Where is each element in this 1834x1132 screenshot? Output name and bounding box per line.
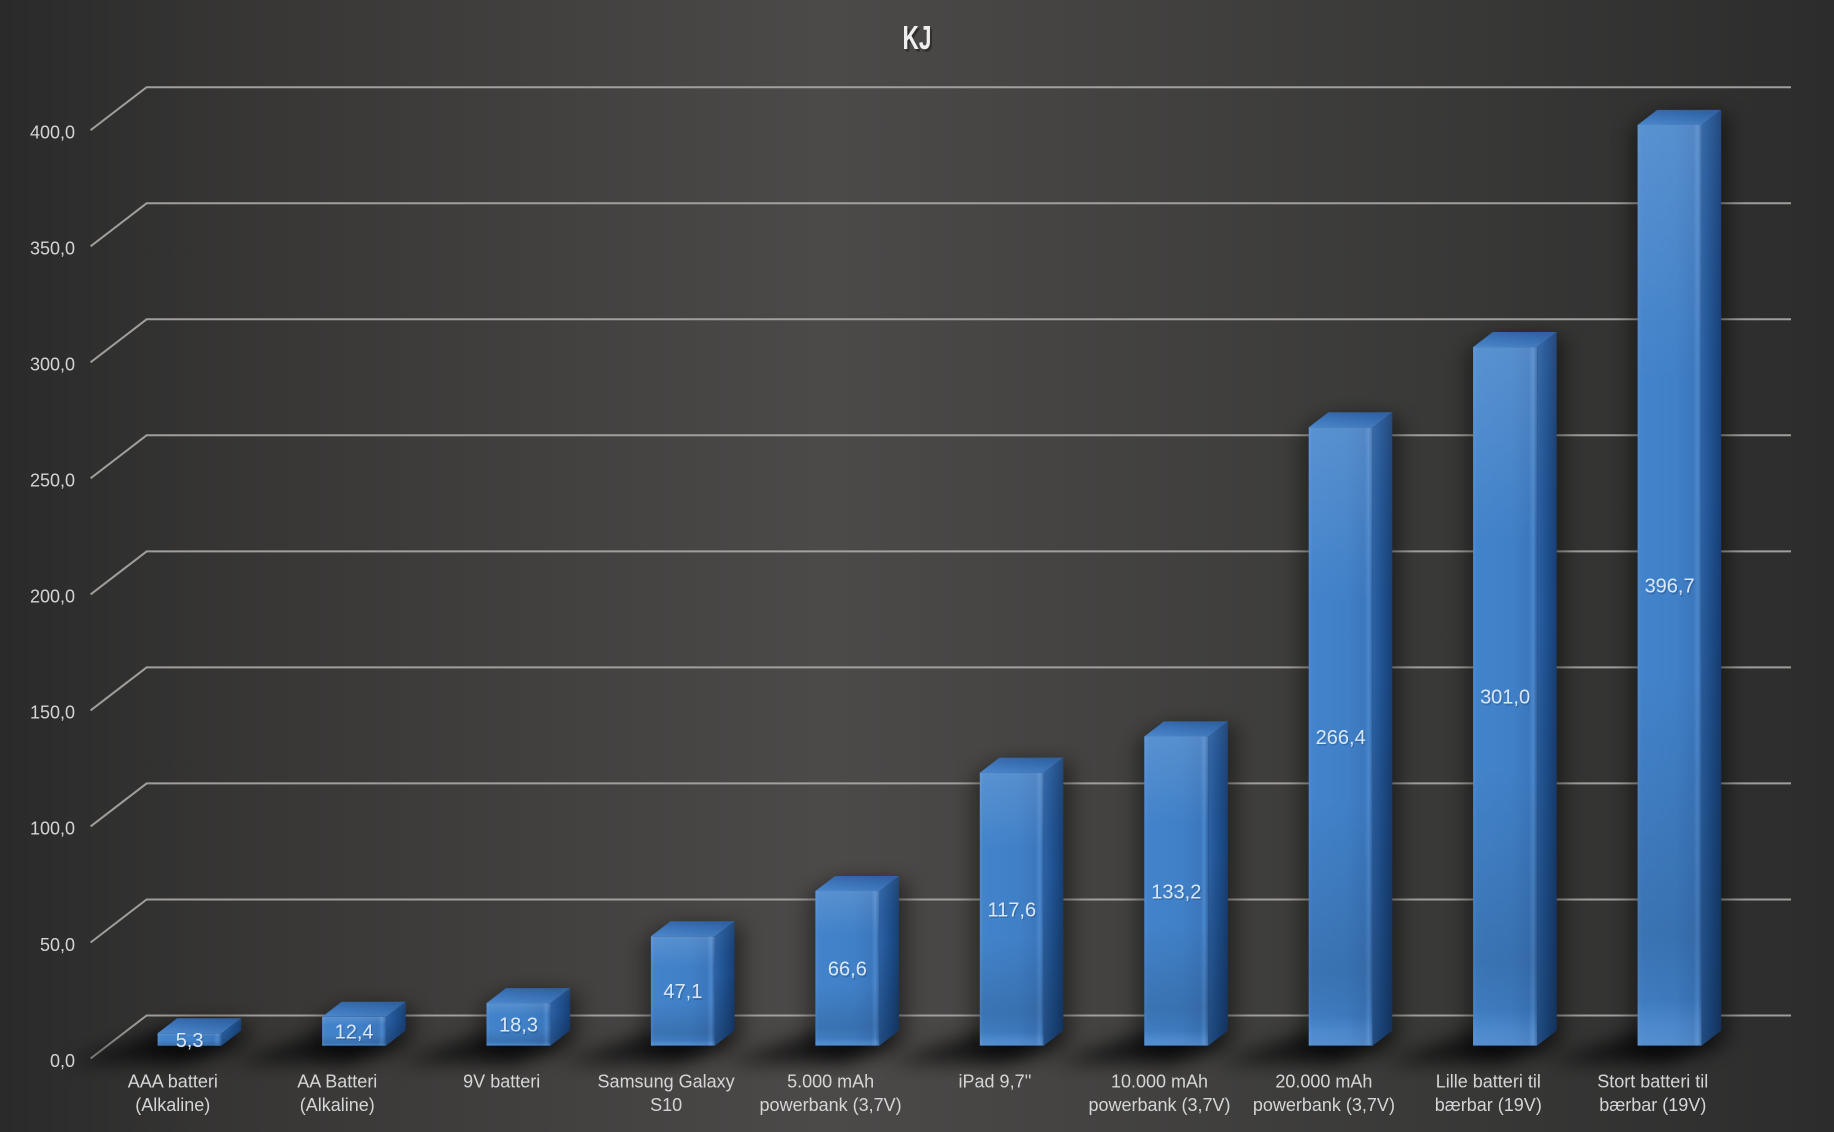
svg-text:47,1: 47,1	[665, 983, 704, 1005]
svg-text:266,4: 266,4	[1317, 729, 1367, 751]
svg-text:Stort batteri til: Stort batteri til	[1597, 1072, 1708, 1092]
svg-text:133,2: 133,2	[1152, 883, 1202, 905]
svg-text:200,0: 200,0	[30, 587, 75, 607]
svg-text:300,0: 300,0	[30, 355, 75, 375]
svg-text:100,0: 100,0	[30, 819, 75, 839]
svg-text:250,0: 250,0	[30, 471, 75, 491]
svg-text:bærbar (19V): bærbar (19V)	[1599, 1095, 1706, 1115]
svg-text:powerbank (3,7V): powerbank (3,7V)	[1088, 1095, 1230, 1115]
svg-text:350,0: 350,0	[30, 239, 75, 259]
svg-text:9V batteri: 9V batteri	[463, 1072, 540, 1092]
svg-text:117,6: 117,6	[989, 901, 1038, 923]
svg-text:AA Batteri: AA Batteri	[297, 1072, 377, 1092]
svg-text:S10: S10	[650, 1095, 682, 1115]
svg-text:133,2: 133,2	[1151, 881, 1201, 903]
svg-text:150,0: 150,0	[30, 703, 75, 723]
svg-text:396,7: 396,7	[1646, 577, 1696, 599]
svg-text:AAA batteri: AAA batteri	[128, 1072, 218, 1092]
svg-text:KJ: KJ	[905, 22, 934, 59]
svg-text:(Alkaline): (Alkaline)	[300, 1095, 375, 1115]
svg-text:266,4: 266,4	[1316, 727, 1366, 749]
svg-text:powerbank (3,7V): powerbank (3,7V)	[760, 1095, 902, 1115]
svg-text:301,0: 301,0	[1480, 687, 1530, 709]
svg-text:301,0: 301,0	[1481, 688, 1531, 710]
svg-text:0,0: 0,0	[50, 1051, 75, 1071]
svg-text:10.000 mAh: 10.000 mAh	[1111, 1072, 1208, 1092]
svg-text:12,4: 12,4	[335, 1022, 374, 1044]
svg-text:iPad 9,7'': iPad 9,7''	[959, 1072, 1032, 1092]
svg-text:5,3: 5,3	[176, 1030, 204, 1052]
svg-text:bærbar (19V): bærbar (19V)	[1435, 1095, 1542, 1115]
svg-text:66,6: 66,6	[828, 959, 867, 981]
svg-text:18,3: 18,3	[499, 1015, 538, 1037]
svg-text:Lille batteri til: Lille batteri til	[1436, 1072, 1541, 1092]
svg-text:Samsung Galaxy: Samsung Galaxy	[598, 1072, 735, 1092]
svg-text:50,0: 50,0	[40, 935, 75, 955]
svg-text:5.000 mAh: 5.000 mAh	[787, 1072, 874, 1092]
svg-text:396,7: 396,7	[1645, 576, 1695, 598]
svg-text:47,1: 47,1	[663, 981, 702, 1003]
svg-text:20.000 mAh: 20.000 mAh	[1275, 1072, 1372, 1092]
svg-text:12,4: 12,4	[336, 1023, 375, 1045]
svg-text:5,3: 5,3	[177, 1032, 205, 1054]
svg-text:117,6: 117,6	[988, 899, 1037, 921]
svg-text:18,3: 18,3	[500, 1016, 539, 1038]
svg-text:(Alkaline): (Alkaline)	[135, 1095, 210, 1115]
svg-text:66,6: 66,6	[829, 960, 868, 982]
svg-text:powerbank (3,7V): powerbank (3,7V)	[1253, 1095, 1395, 1115]
svg-text:400,0: 400,0	[30, 123, 75, 143]
svg-text:KJ: KJ	[903, 19, 932, 56]
